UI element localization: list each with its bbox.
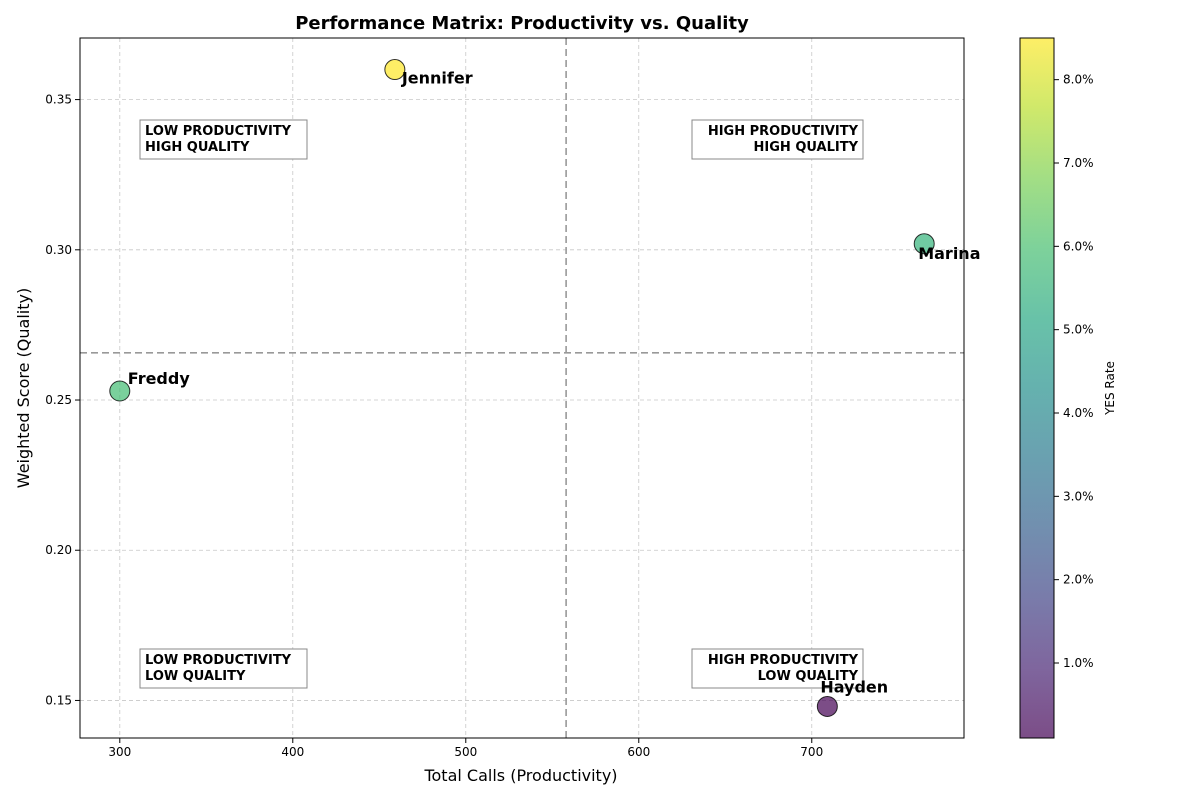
y-axis-label: Weighted Score (Quality) bbox=[14, 288, 33, 488]
colorbar-tick-label: 3.0% bbox=[1063, 489, 1094, 503]
colorbar-tick-label: 5.0% bbox=[1063, 323, 1094, 337]
colorbar-tick-label: 4.0% bbox=[1063, 406, 1094, 420]
colorbar-tick-label: 8.0% bbox=[1063, 73, 1094, 87]
quadrant-label-top-right-line-2: HIGH QUALITY bbox=[754, 140, 859, 155]
quadrant-label-box-bottom-left bbox=[139, 648, 308, 689]
quadrant-label-bottom-right-line-1: HIGH PRODUCTIVITY bbox=[708, 653, 859, 668]
x-tick-label: 700 bbox=[800, 745, 823, 759]
point-label-freddy: Freddy bbox=[128, 369, 191, 388]
colorbar bbox=[1019, 37, 1055, 739]
quadrant-label-bottom-left-line-2: LOW QUALITY bbox=[145, 669, 246, 684]
quadrant-label-top-right-line-1: HIGH PRODUCTIVITY bbox=[708, 124, 859, 139]
y-tick-label: 0.15 bbox=[45, 693, 72, 707]
quadrant-label-top-left-line-2: HIGH QUALITY bbox=[145, 140, 250, 155]
point-marina bbox=[913, 233, 935, 255]
colorbar-label: YES Rate bbox=[1103, 361, 1117, 416]
colorbar-tick-label: 6.0% bbox=[1063, 239, 1094, 253]
axes-frame bbox=[79, 37, 965, 739]
y-tick-label: 0.35 bbox=[45, 93, 72, 107]
point-freddy bbox=[109, 380, 131, 402]
colorbar-tick-label: 1.0% bbox=[1063, 656, 1094, 670]
point-label-marina: Marina bbox=[918, 244, 980, 263]
colorbar-tick-label: 2.0% bbox=[1063, 573, 1094, 587]
x-tick-label: 600 bbox=[627, 745, 650, 759]
y-tick-label: 0.30 bbox=[45, 243, 72, 257]
y-tick-label: 0.25 bbox=[45, 393, 72, 407]
point-label-hayden: Hayden bbox=[820, 677, 888, 696]
x-axis-label: Total Calls (Productivity) bbox=[423, 766, 617, 785]
quadrant-label-box-top-right bbox=[691, 119, 864, 160]
chart-title: Performance Matrix: Productivity vs. Qua… bbox=[295, 13, 749, 34]
point-hayden bbox=[816, 695, 838, 717]
quadrant-label-bottom-right-line-2: LOW QUALITY bbox=[758, 669, 859, 684]
point-label-jennifer: Jennifer bbox=[401, 69, 473, 88]
y-tick-label: 0.20 bbox=[45, 543, 72, 557]
x-tick-label: 300 bbox=[108, 745, 131, 759]
quadrant-label-bottom-left-line-1: LOW PRODUCTIVITY bbox=[145, 653, 292, 668]
x-tick-label: 500 bbox=[454, 745, 477, 759]
quadrant-label-box-bottom-right bbox=[691, 648, 864, 689]
quadrant-label-box-top-left bbox=[139, 119, 308, 160]
x-tick-label: 400 bbox=[281, 745, 304, 759]
colorbar-tick-label: 7.0% bbox=[1063, 156, 1094, 170]
quadrant-label-top-left-line-1: LOW PRODUCTIVITY bbox=[145, 124, 292, 139]
point-jennifer bbox=[384, 59, 406, 81]
